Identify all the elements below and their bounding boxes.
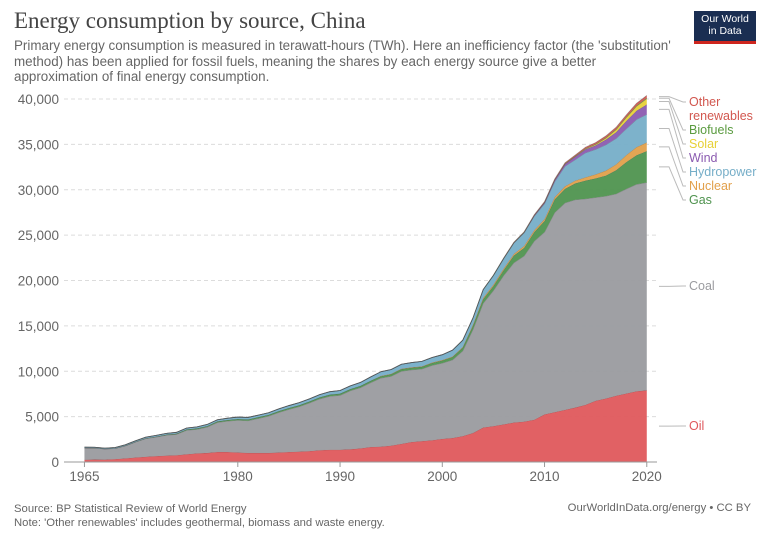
note-text: Note: 'Other renewables' includes geothe… (14, 517, 385, 529)
x-tick-label: 1965 (69, 469, 99, 484)
legend-label-biofuels: Biofuels (689, 123, 733, 137)
logo-accent-bar (694, 41, 756, 44)
legend-connector-gas (659, 166, 686, 201)
y-tick-label: 30,000 (18, 183, 59, 198)
logo-line-2: in Data (708, 24, 742, 37)
source-text: Source: BP Statistical Review of World E… (14, 503, 247, 515)
legend-label-nuclear: Nuclear (689, 179, 732, 193)
x-tick-label: 1990 (325, 469, 355, 484)
y-tick-label: 10,000 (18, 364, 59, 379)
area-coal (84, 182, 647, 460)
area-edge-wind (84, 104, 647, 449)
chart-title: Energy consumption by source, China (14, 8, 366, 33)
x-tick-label: 2000 (427, 469, 457, 484)
legend-label-gas: Gas (689, 193, 712, 207)
y-tick-label: 5,000 (25, 410, 59, 425)
y-tick-label: 25,000 (18, 228, 59, 243)
y-tick-label: 20,000 (18, 274, 59, 289)
y-tick-label: 35,000 (18, 137, 59, 152)
area-hydropower (84, 114, 647, 449)
y-tick-label: 0 (51, 455, 59, 470)
x-tick-label: 1980 (223, 469, 253, 484)
legend-label-other-renewables: Other (689, 95, 720, 109)
chart-subtitle: Primary energy consumption is measured i… (14, 38, 671, 84)
legend-connector-hydropower (659, 127, 686, 173)
logo-line-1: Our World (701, 13, 749, 25)
area-edge-other-renewables (84, 95, 648, 449)
area-edge-nuclear (84, 142, 647, 450)
legend-label-solar: Solar (689, 137, 718, 151)
x-tick-label: 2020 (632, 469, 662, 484)
area-edge-gas (84, 150, 647, 450)
area-edge-hydropower (84, 114, 647, 449)
y-tick-label: 40,000 (18, 92, 59, 107)
x-tick-label: 2010 (530, 469, 560, 484)
legend-connector-wind (659, 108, 686, 159)
legend-connector-other-renewables (659, 96, 686, 103)
owid-logo[interactable]: Our World in Data (694, 11, 756, 44)
legend-label-hydropower: Hydropower (689, 165, 756, 179)
footer-notes: Source: BP Statistical Review of World E… (14, 502, 385, 530)
area-edge-solar (84, 98, 648, 449)
legend-label-oil: Oil (689, 419, 704, 433)
area-edge-biofuels (84, 97, 648, 449)
legend-connector-biofuels (659, 97, 686, 131)
legend-label-other-renewables: renewables (689, 109, 753, 123)
legend-label-coal: Coal (689, 279, 715, 293)
credit-link[interactable]: OurWorldInData.org/energy • CC BY (567, 502, 751, 514)
y-tick-label: 15,000 (18, 319, 59, 334)
area-gas (84, 151, 647, 450)
legend-label-wind: Wind (689, 151, 718, 165)
legend-connector-nuclear (659, 146, 686, 187)
legend-connector-solar (659, 101, 686, 145)
area-oil (84, 390, 647, 462)
